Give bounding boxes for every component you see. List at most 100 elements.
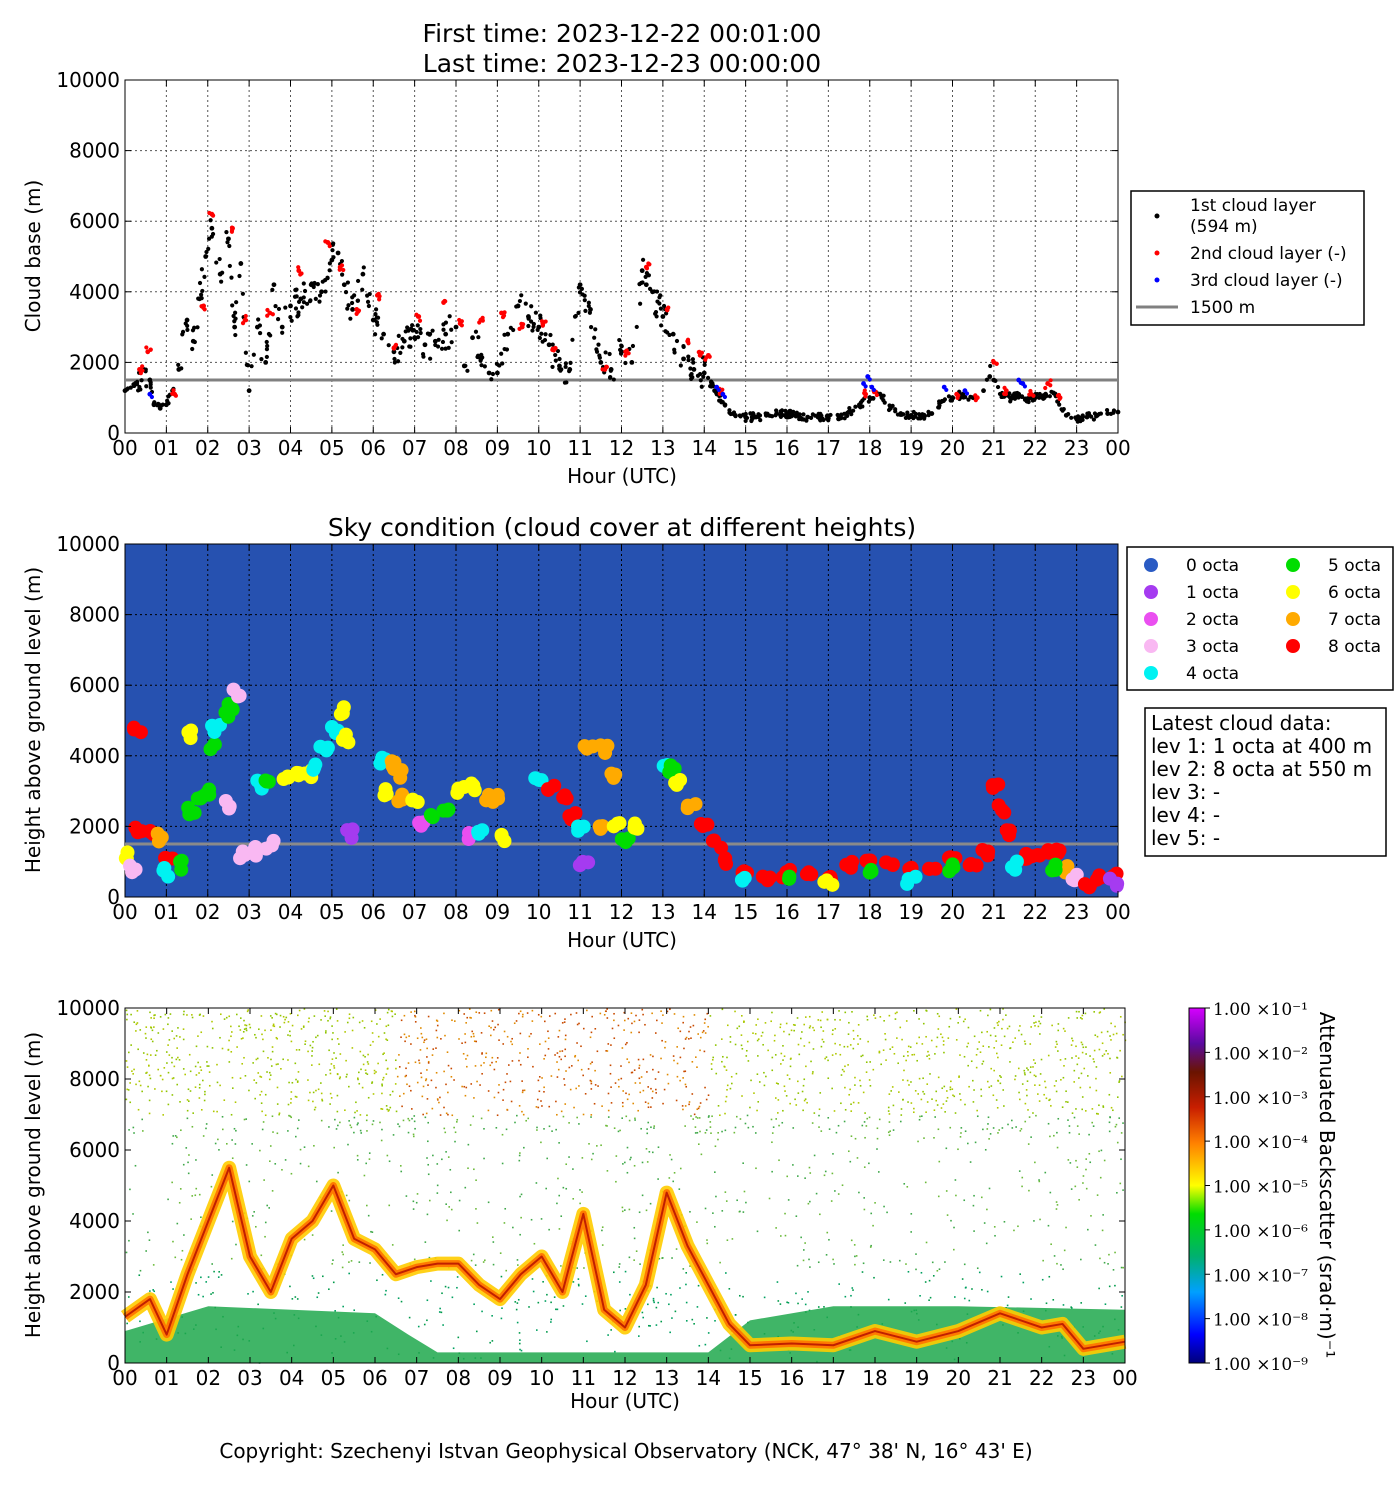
- backscatter-speck: [820, 1045, 823, 1048]
- backscatter-speck: [447, 1091, 449, 1094]
- layer1-point: [317, 299, 322, 304]
- backscatter-speck: [975, 1066, 978, 1069]
- backscatter-speck: [296, 1298, 299, 1300]
- backscatter-speck: [702, 1030, 705, 1032]
- layer1-point: [511, 327, 516, 333]
- backscatter-speck: [1064, 1030, 1066, 1032]
- backscatter-speck: [331, 1038, 333, 1041]
- backscatter-speck: [823, 1174, 826, 1177]
- backscatter-speck: [329, 1069, 331, 1071]
- layer1-point: [301, 295, 306, 300]
- backscatter-speck: [563, 1021, 566, 1023]
- backscatter-speck: [802, 1084, 805, 1087]
- backscatter-speck: [1055, 1201, 1058, 1203]
- backscatter-speck: [1014, 1075, 1017, 1077]
- backscatter-speck: [1026, 1094, 1028, 1097]
- backscatter-speck: [1049, 1098, 1051, 1101]
- layer2-point: [243, 313, 248, 319]
- layer1-point: [206, 236, 212, 241]
- backscatter-speck: [915, 1253, 917, 1255]
- backscatter-speck: [260, 1015, 263, 1017]
- backscatter-speck: [1038, 1084, 1041, 1086]
- backscatter-speck: [537, 1013, 540, 1016]
- backscatter-speck: [145, 1072, 147, 1074]
- backscatter-speck: [417, 1325, 420, 1328]
- backscatter-speck: [270, 1029, 272, 1031]
- backscatter-speck: [372, 1040, 374, 1043]
- layer1-point: [412, 336, 418, 342]
- backscatter-speck: [1018, 1170, 1021, 1172]
- backscatter-speck: [129, 1188, 131, 1191]
- backscatter-speck: [590, 1082, 593, 1085]
- layer1-point: [557, 356, 562, 362]
- backscatter-speck: [898, 1091, 900, 1093]
- octa-point: [233, 851, 248, 866]
- backscatter-speck: [698, 1105, 701, 1108]
- y-tick-label: 10000: [56, 996, 120, 1020]
- layer1-point: [1047, 394, 1052, 399]
- backscatter-speck: [866, 1015, 869, 1018]
- backscatter-speck: [979, 1051, 982, 1054]
- backscatter-speck: [689, 1210, 691, 1213]
- backscatter-speck: [754, 1132, 757, 1134]
- backscatter-speck: [198, 1097, 201, 1099]
- backscatter-speck: [126, 1018, 128, 1021]
- backscatter-speck: [357, 1078, 359, 1081]
- backscatter-speck: [698, 1344, 701, 1347]
- backscatter-speck: [894, 1018, 897, 1020]
- backscatter-speck: [172, 1240, 174, 1243]
- x-tick-label: 00: [1105, 900, 1130, 924]
- backscatter-speck: [771, 1011, 773, 1014]
- backscatter-speck: [400, 1036, 402, 1039]
- backscatter-cloud-trace: [120, 1160, 1127, 1356]
- backscatter-speck: [809, 1025, 812, 1027]
- backscatter-speck: [561, 1050, 564, 1052]
- backscatter-speck: [790, 1057, 792, 1060]
- backscatter-speck: [405, 1074, 408, 1077]
- layer1-point: [327, 268, 332, 273]
- backscatter-speck: [1096, 1035, 1099, 1038]
- backscatter-speck: [614, 1082, 617, 1084]
- backscatter-speck: [1032, 1112, 1034, 1114]
- layer1-point: [987, 374, 993, 379]
- backscatter-speck: [710, 1063, 713, 1065]
- layer1-point: [296, 299, 302, 304]
- backscatter-speck: [271, 1190, 274, 1192]
- layer1-point: [893, 409, 898, 414]
- backscatter-speck: [844, 1086, 846, 1089]
- backscatter-speck: [473, 1035, 475, 1038]
- octa-point: [410, 795, 425, 810]
- backscatter-speck: [690, 1115, 692, 1117]
- layer1-point: [981, 388, 986, 394]
- backscatter-speck: [1014, 1078, 1016, 1081]
- backscatter-speck: [398, 1066, 401, 1068]
- backscatter-speck: [679, 1056, 682, 1059]
- layer1-point: [1024, 396, 1029, 401]
- backscatter-speck: [367, 1053, 369, 1056]
- backscatter-speck: [937, 1028, 940, 1030]
- backscatter-speck: [905, 1059, 907, 1062]
- backscatter-speck: [520, 1216, 522, 1219]
- backscatter-speck: [1116, 1056, 1118, 1059]
- backscatter-speck: [582, 1027, 585, 1030]
- layer1-point: [289, 318, 294, 323]
- legend-layer3: 3rd cloud layer (-): [1190, 271, 1343, 291]
- backscatter-speck: [252, 1290, 254, 1293]
- layer1-point: [151, 401, 156, 406]
- backscatter-speck: [1033, 1074, 1036, 1077]
- backscatter-speck: [528, 1306, 530, 1308]
- backscatter-speck: [177, 1056, 179, 1059]
- backscatter-speck: [774, 1097, 777, 1099]
- backscatter-speck: [788, 1033, 791, 1036]
- backscatter-speck: [130, 1013, 132, 1016]
- backscatter-speck: [519, 1339, 521, 1341]
- backscatter-speck: [563, 1084, 566, 1086]
- backscatter-speck: [959, 1099, 962, 1101]
- backscatter-speck: [621, 1117, 623, 1119]
- backscatter-speck: [366, 1061, 369, 1063]
- layer1-point: [184, 317, 190, 323]
- backscatter-speck: [1085, 1158, 1088, 1160]
- backscatter-speck: [983, 1222, 986, 1224]
- layer1-point: [588, 307, 593, 312]
- layer2-point: [517, 326, 522, 332]
